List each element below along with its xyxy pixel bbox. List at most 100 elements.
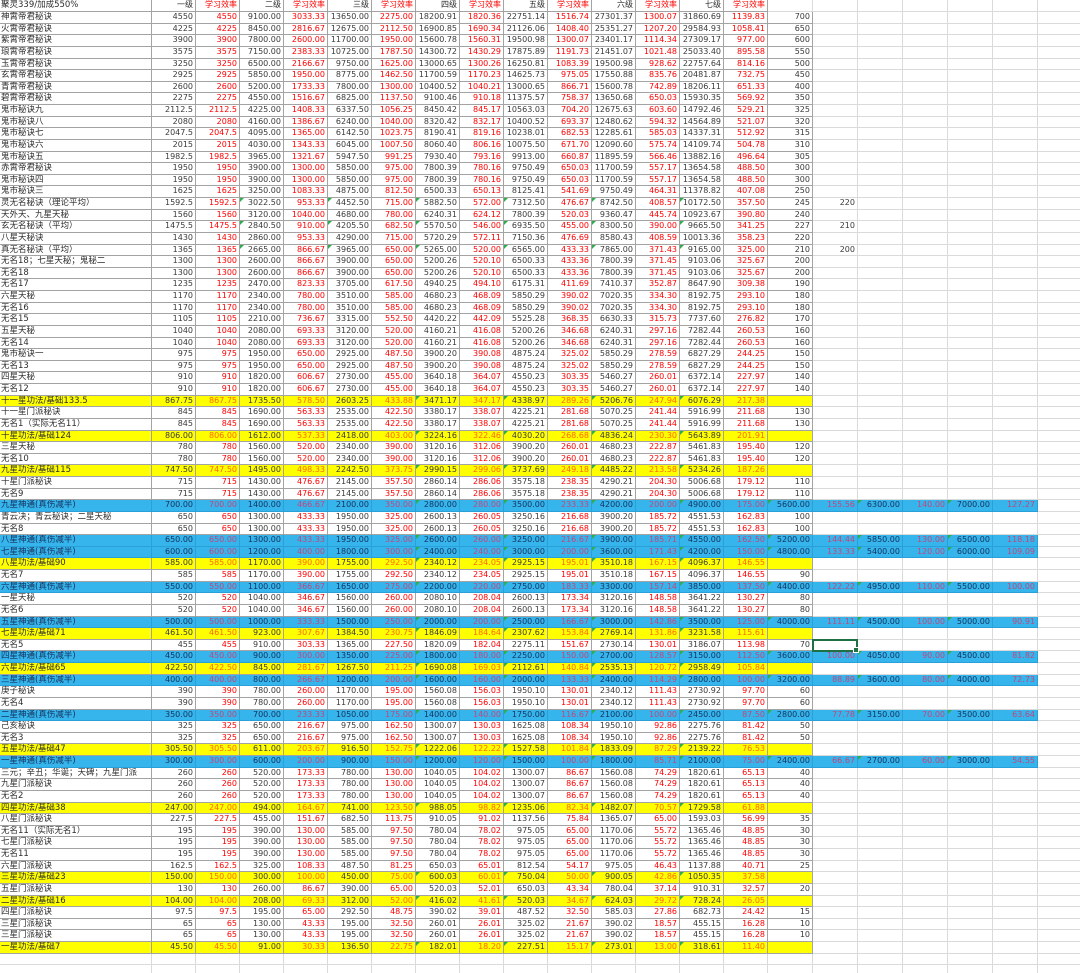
row-name[interactable]: 六星功法/基础65 bbox=[0, 663, 152, 675]
cell[interactable]: 1170.06 bbox=[592, 849, 636, 861]
cell[interactable]: 468.09 bbox=[460, 291, 504, 303]
cell[interactable]: 195.00 bbox=[328, 918, 372, 931]
cell[interactable]: 3640.18 bbox=[416, 384, 460, 396]
cell[interactable]: 400.00 bbox=[152, 674, 196, 687]
cell[interactable]: 371.43 bbox=[636, 244, 680, 257]
cell[interactable]: 244.25 bbox=[724, 360, 768, 373]
cell[interactable]: 2470.00 bbox=[240, 279, 284, 291]
cell[interactable]: 3250.00 bbox=[240, 186, 284, 198]
cell[interactable]: 133.33 bbox=[548, 674, 592, 687]
cell[interactable]: 357.50 bbox=[372, 488, 416, 501]
cell[interactable]: 1040 bbox=[152, 337, 196, 350]
cell[interactable]: 137.50 bbox=[724, 581, 768, 594]
cell[interactable]: 867.75 bbox=[152, 395, 196, 408]
cell[interactable]: 146.55 bbox=[724, 558, 768, 570]
cell[interactable]: 90.91 bbox=[993, 616, 1038, 629]
row-name[interactable]: 四星神通(真伤减半) bbox=[0, 651, 152, 663]
cell[interactable]: 461.50 bbox=[196, 628, 240, 640]
cell[interactable]: 910.00 bbox=[284, 221, 328, 233]
row-name[interactable]: 四星功法/基础38 bbox=[0, 802, 152, 815]
cell[interactable]: 7150.00 bbox=[240, 46, 284, 59]
cell[interactable]: 2080.10 bbox=[416, 593, 460, 605]
cell[interactable]: 260.01 bbox=[636, 372, 680, 384]
cell[interactable]: 1300.07 bbox=[636, 12, 680, 24]
cell[interactable]: 289.26 bbox=[548, 395, 592, 408]
extra-threshold-cell[interactable]: 245 bbox=[768, 198, 813, 210]
cell[interactable]: 150.00 bbox=[548, 651, 592, 663]
cell[interactable]: 6372.14 bbox=[680, 372, 724, 384]
row-name[interactable]: 九星神通(真伤减半) bbox=[0, 500, 152, 512]
cell[interactable]: 48.75 bbox=[372, 907, 416, 919]
cell[interactable]: 266.67 bbox=[284, 674, 328, 687]
extra-threshold-cell[interactable]: 60 bbox=[768, 697, 813, 710]
cell[interactable]: 15600.78 bbox=[592, 81, 636, 94]
cell[interactable] bbox=[328, 965, 372, 973]
cell[interactable]: 9665.50 bbox=[680, 221, 724, 233]
cell[interactable]: 3737.69 bbox=[504, 465, 548, 477]
row-name[interactable]: 玄霄帝君秘诀 bbox=[0, 70, 152, 82]
cell[interactable]: 303.33 bbox=[284, 639, 328, 652]
cell[interactable]: 32.50 bbox=[372, 930, 416, 942]
cell[interactable]: 216.67 bbox=[284, 732, 328, 745]
cell[interactable]: 14564.89 bbox=[680, 116, 724, 129]
extra-threshold-cell[interactable]: 190 bbox=[768, 279, 813, 291]
cell[interactable] bbox=[768, 953, 813, 966]
extra-threshold-cell[interactable]: 160 bbox=[768, 325, 813, 338]
cell[interactable]: 3900.20 bbox=[416, 360, 460, 373]
cell[interactable]: 312.06 bbox=[460, 453, 504, 466]
cell[interactable]: 286.06 bbox=[460, 488, 504, 501]
cell[interactable]: 7865.00 bbox=[592, 244, 636, 257]
cell[interactable]: 5850.29 bbox=[592, 360, 636, 373]
cell[interactable]: 184.64 bbox=[460, 628, 504, 640]
cell[interactable] bbox=[504, 965, 548, 973]
cell[interactable]: 17550.88 bbox=[592, 70, 636, 82]
cell[interactable]: 54.55 bbox=[993, 756, 1038, 768]
cell[interactable]: 1300.00 bbox=[284, 174, 328, 187]
cell[interactable]: 2145.00 bbox=[328, 488, 372, 501]
cell[interactable]: 3022.50 bbox=[240, 198, 284, 210]
extra-threshold-cell-2[interactable]: 220 bbox=[813, 198, 858, 210]
cell[interactable]: 8647.90 bbox=[680, 279, 724, 291]
cell[interactable]: 27309.17 bbox=[680, 35, 724, 47]
cell[interactable]: 122.22 bbox=[813, 581, 858, 594]
cell[interactable]: 4225 bbox=[152, 23, 196, 36]
cell[interactable]: 2275.76 bbox=[680, 721, 724, 733]
cell[interactable]: 130.00 bbox=[372, 779, 416, 791]
extra-threshold-cell[interactable]: 25 bbox=[768, 860, 813, 873]
cell[interactable]: 1833.09 bbox=[592, 744, 636, 756]
cell[interactable]: 2000.00 bbox=[504, 674, 548, 687]
cell[interactable]: 116.67 bbox=[548, 709, 592, 722]
cell[interactable]: 416.08 bbox=[460, 337, 504, 350]
cell[interactable]: 433.33 bbox=[284, 511, 328, 524]
cell[interactable]: 78.02 bbox=[460, 837, 504, 849]
cell[interactable]: 1560.08 bbox=[592, 779, 636, 791]
cell[interactable]: 87.50 bbox=[724, 709, 768, 722]
cell[interactable]: 390.02 bbox=[548, 291, 592, 303]
cell[interactable]: 450.00 bbox=[196, 651, 240, 663]
cell[interactable]: 297.16 bbox=[636, 325, 680, 338]
cell[interactable]: 25351.27 bbox=[592, 23, 636, 36]
cell[interactable]: 4338.97 bbox=[504, 395, 548, 408]
cell[interactable]: 260 bbox=[152, 790, 196, 803]
cell[interactable]: 227.97 bbox=[724, 384, 768, 396]
cell[interactable]: 150.00 bbox=[196, 872, 240, 884]
cell[interactable]: 1950.00 bbox=[328, 511, 372, 524]
cell[interactable]: 494.00 bbox=[240, 802, 284, 815]
cell[interactable]: 15930.35 bbox=[680, 93, 724, 105]
cell[interactable]: 55.72 bbox=[636, 837, 680, 849]
extra-threshold-cell[interactable]: 200 bbox=[768, 256, 813, 268]
cell[interactable]: 780.16 bbox=[460, 163, 504, 175]
cell[interactable]: 1300.00 bbox=[240, 535, 284, 547]
cell[interactable]: 195.40 bbox=[724, 442, 768, 454]
cell[interactable]: 281.68 bbox=[548, 418, 592, 431]
cell[interactable] bbox=[680, 965, 724, 973]
cell[interactable]: 988.05 bbox=[416, 802, 460, 815]
row-name[interactable]: 三星门派秘诀 bbox=[0, 930, 152, 942]
cell[interactable]: 260 bbox=[152, 767, 196, 780]
cell[interactable]: 4050.00 bbox=[858, 651, 903, 663]
cell[interactable]: 1170.00 bbox=[328, 697, 372, 710]
cell[interactable]: 1516.67 bbox=[284, 93, 328, 105]
cell[interactable]: 1040 bbox=[152, 325, 196, 338]
cell[interactable]: 1400.00 bbox=[240, 500, 284, 512]
cell[interactable]: 325.02 bbox=[504, 918, 548, 931]
